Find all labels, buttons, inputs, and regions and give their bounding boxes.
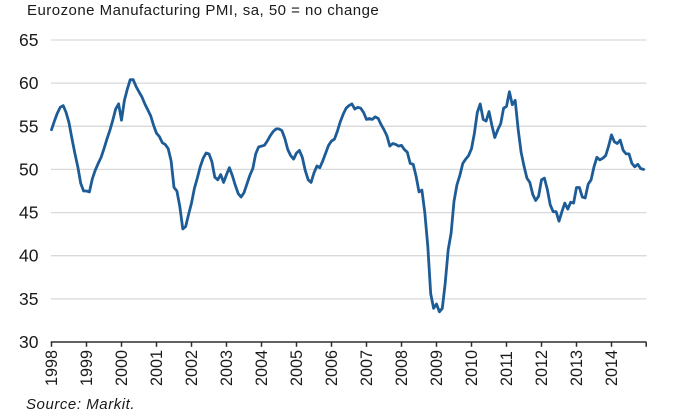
svg-text:1998: 1998 [43,350,61,386]
svg-text:2013: 2013 [568,350,586,386]
svg-text:1999: 1999 [78,350,96,386]
svg-text:2004: 2004 [253,350,271,386]
svg-text:60: 60 [19,73,39,93]
svg-text:2005: 2005 [288,350,306,386]
svg-text:2008: 2008 [393,350,411,386]
svg-text:2007: 2007 [358,350,376,386]
svg-text:2012: 2012 [533,350,551,386]
svg-text:2006: 2006 [323,350,341,386]
svg-text:50: 50 [19,159,39,179]
svg-text:2011: 2011 [498,351,516,386]
svg-text:2009: 2009 [428,350,446,386]
svg-text:45: 45 [19,203,38,223]
svg-text:Eurozone Manufacturing PMI, sa: Eurozone Manufacturing PMI, sa, 50 = no … [27,2,379,19]
svg-text:35: 35 [19,289,38,309]
svg-text:2001: 2001 [148,350,166,386]
svg-text:65: 65 [19,30,38,50]
svg-text:2010: 2010 [463,350,481,386]
svg-text:30: 30 [19,332,39,352]
svg-text:Source: Markit.: Source: Markit. [26,396,135,413]
svg-text:55: 55 [19,116,38,136]
svg-text:2003: 2003 [218,350,236,386]
svg-text:2014: 2014 [603,350,621,386]
svg-text:2002: 2002 [183,350,201,386]
svg-text:40: 40 [19,246,39,266]
svg-text:2000: 2000 [113,350,131,386]
